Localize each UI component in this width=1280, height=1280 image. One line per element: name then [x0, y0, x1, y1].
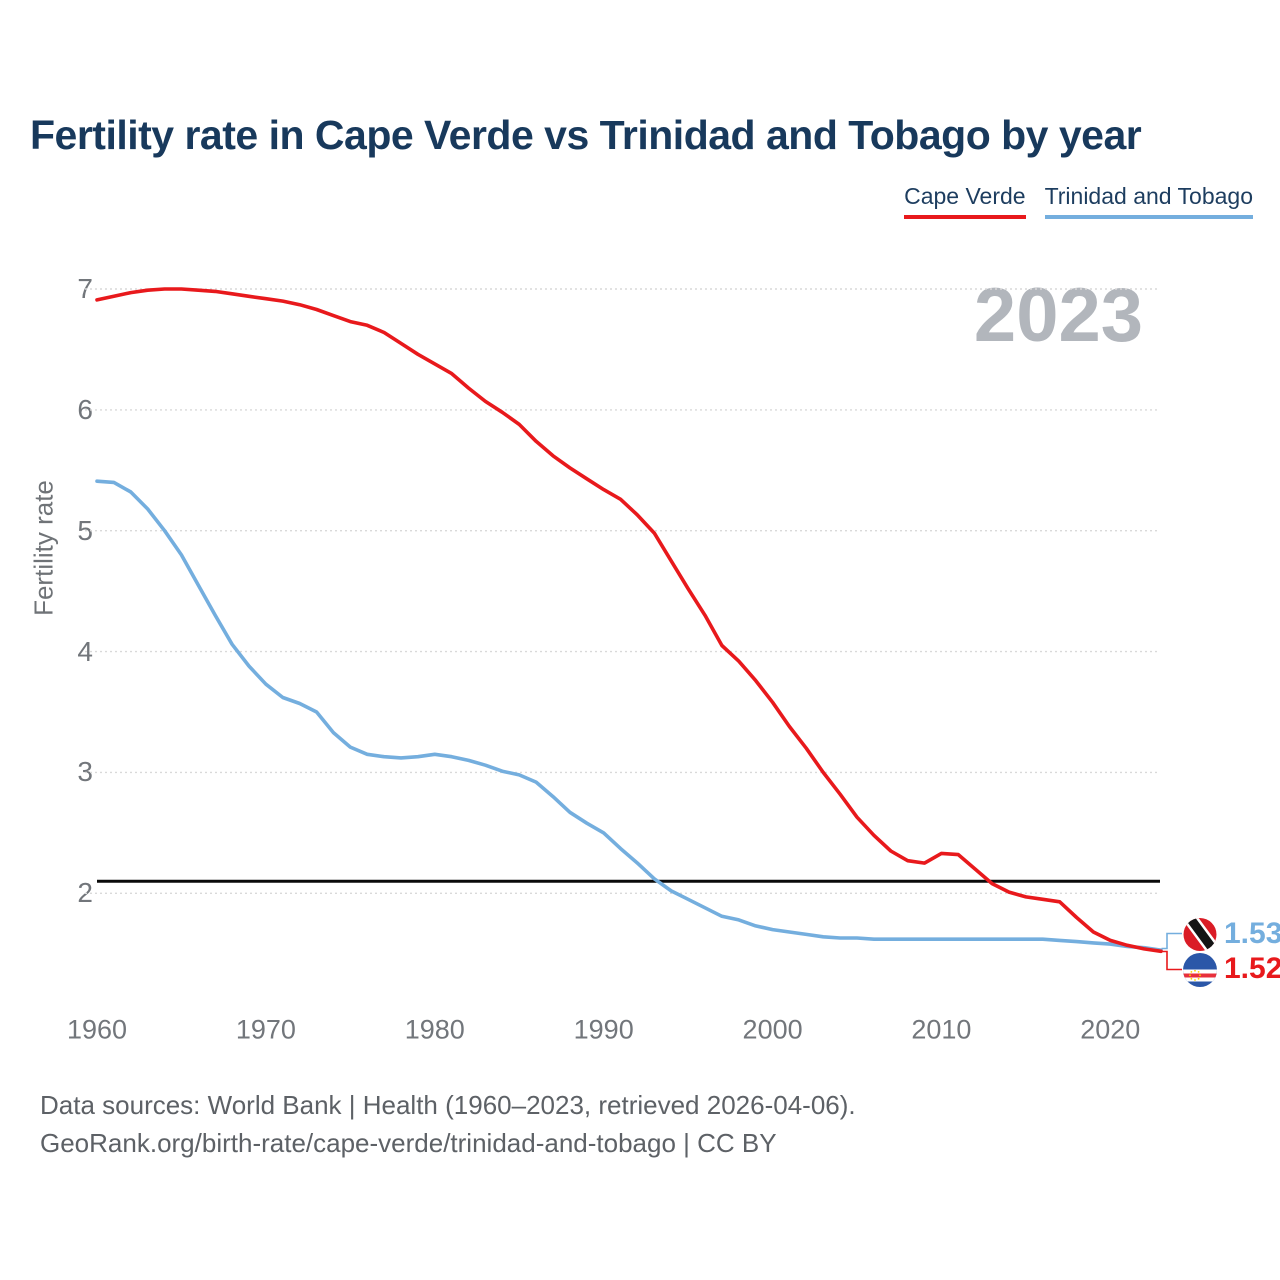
y-tick-label-4: 4: [77, 635, 93, 667]
data-sources-text: Data sources: World Bank | Health (1960–…: [40, 1090, 856, 1120]
x-tick-label-2020: 2020: [1080, 1014, 1141, 1045]
x-tick-label-1980: 1980: [404, 1014, 465, 1045]
page-title: Fertility rate in Cape Verde vs Trinidad…: [30, 112, 1142, 158]
x-tick-label-1970: 1970: [235, 1014, 296, 1045]
legend-item-cape-verde[interactable]: Cape Verde: [904, 183, 1026, 219]
trinidad-connector-line: [1161, 932, 1182, 950]
y-tick-label-5: 5: [77, 514, 93, 546]
attribution-text: GeoRank.org/birth-rate/cape-verde/trinid…: [40, 1128, 777, 1158]
trinidad-end-value: 1.53: [1224, 917, 1280, 950]
footer: Data sources: World Bank | Health (1960–…: [40, 1086, 856, 1162]
trinidad-and-tobago-flag-icon: [1183, 918, 1217, 951]
y-tick-label-2: 2: [77, 877, 93, 909]
legend-item-trinidad-and-tobago[interactable]: Trinidad and Tobago: [1044, 183, 1253, 219]
x-tick-label-1960: 1960: [66, 1014, 128, 1045]
legend: Cape Verde Trinidad and Tobago: [904, 183, 1253, 219]
cape-verde-flag-icon: [1183, 953, 1217, 987]
cape-verde-stars: [1189, 969, 1201, 981]
y-axis-title: Fertility rate: [28, 480, 59, 616]
year-watermark: 2023: [973, 273, 1143, 358]
x-tick-label-2010: 2010: [911, 1014, 972, 1045]
cape-verde-connector-line: [1161, 950, 1182, 971]
cape-verde-end-value: 1.52: [1224, 952, 1280, 985]
series-line-cape-verde: [95, 287, 1163, 954]
y-tick-label-6: 6: [77, 393, 93, 425]
y-tick-label-3: 3: [77, 756, 93, 788]
x-tick-label-2000: 2000: [742, 1014, 803, 1045]
y-tick-label-7: 7: [77, 273, 93, 304]
series-lines: [95, 287, 1163, 954]
x-tick-label-1990: 1990: [573, 1014, 634, 1045]
series-line-trinidad-and-tobago: [95, 479, 1163, 952]
gridlines: [85, 288, 1160, 894]
